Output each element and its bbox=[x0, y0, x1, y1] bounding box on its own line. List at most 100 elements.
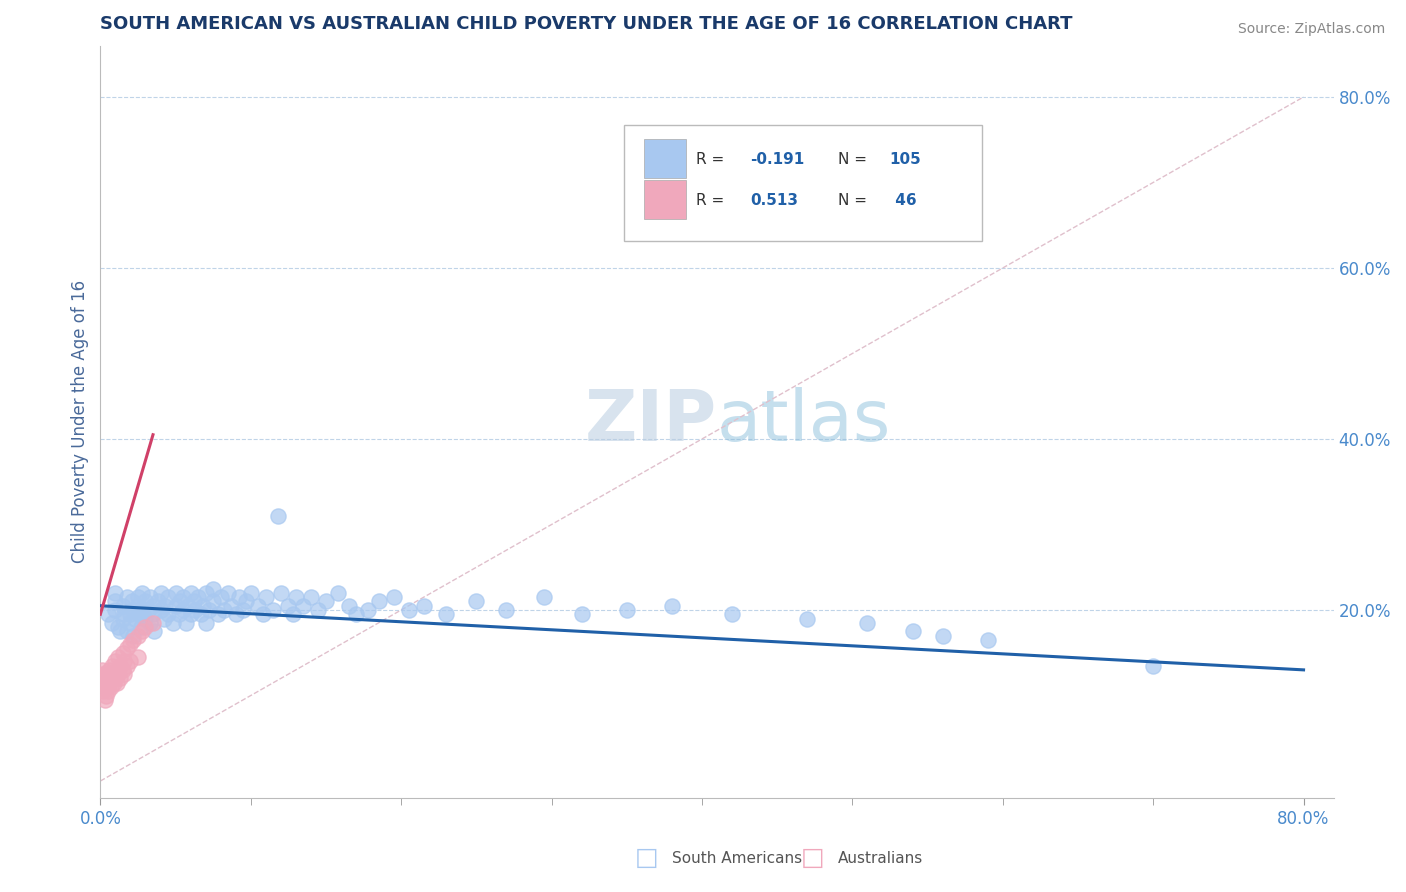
Point bbox=[202, 582, 225, 596]
Point bbox=[270, 586, 292, 600]
Text: SOUTH AMERICAN VS AUSTRALIAN CHILD POVERTY UNDER THE AGE OF 16 CORRELATION CHART: SOUTH AMERICAN VS AUSTRALIAN CHILD POVER… bbox=[100, 15, 1073, 33]
Point bbox=[108, 624, 131, 639]
Point bbox=[299, 590, 322, 604]
Point bbox=[225, 607, 247, 622]
Text: 0.513: 0.513 bbox=[751, 194, 799, 208]
Point bbox=[105, 675, 128, 690]
FancyBboxPatch shape bbox=[644, 139, 686, 178]
Point bbox=[174, 615, 197, 630]
Point bbox=[239, 586, 262, 600]
Point bbox=[152, 611, 174, 625]
Point bbox=[108, 658, 131, 673]
Point bbox=[209, 590, 232, 604]
Text: ZIP: ZIP bbox=[585, 387, 717, 457]
Point bbox=[180, 607, 202, 622]
Point bbox=[412, 599, 434, 613]
Point bbox=[129, 620, 152, 634]
Point bbox=[661, 599, 683, 613]
Point bbox=[104, 603, 127, 617]
Point bbox=[107, 650, 129, 665]
Point bbox=[616, 603, 638, 617]
Point bbox=[121, 594, 143, 608]
Text: N =: N = bbox=[838, 152, 872, 167]
Point bbox=[194, 615, 217, 630]
Point bbox=[100, 680, 122, 694]
Point bbox=[127, 590, 149, 604]
Point bbox=[111, 611, 134, 625]
Point bbox=[127, 650, 149, 665]
Point bbox=[571, 607, 593, 622]
Point bbox=[169, 594, 191, 608]
Text: South Americans: South Americans bbox=[672, 851, 803, 865]
Point bbox=[326, 586, 349, 600]
Point bbox=[98, 663, 121, 677]
Point bbox=[142, 599, 165, 613]
Text: Source: ZipAtlas.com: Source: ZipAtlas.com bbox=[1237, 22, 1385, 37]
Point bbox=[153, 599, 176, 613]
Point bbox=[162, 615, 184, 630]
Text: 105: 105 bbox=[890, 152, 921, 167]
Point bbox=[97, 684, 120, 698]
Point bbox=[122, 603, 145, 617]
Point bbox=[254, 590, 277, 604]
Point bbox=[117, 624, 139, 639]
Point bbox=[187, 590, 209, 604]
Point bbox=[97, 607, 120, 622]
Point bbox=[247, 599, 270, 613]
Point bbox=[190, 607, 212, 622]
Point bbox=[111, 599, 134, 613]
Point bbox=[96, 675, 118, 690]
Point bbox=[176, 599, 198, 613]
Point bbox=[101, 667, 124, 681]
Point bbox=[219, 599, 242, 613]
Point bbox=[382, 590, 405, 604]
Point bbox=[94, 667, 117, 681]
Point bbox=[217, 586, 239, 600]
Text: N =: N = bbox=[838, 194, 872, 208]
Point bbox=[112, 654, 135, 668]
Point bbox=[131, 586, 153, 600]
FancyBboxPatch shape bbox=[624, 125, 983, 242]
Point bbox=[131, 603, 153, 617]
Point bbox=[112, 607, 135, 622]
Point bbox=[128, 607, 150, 622]
Point bbox=[107, 667, 129, 681]
Point bbox=[191, 599, 214, 613]
Point bbox=[434, 607, 457, 622]
Point bbox=[117, 641, 139, 656]
Point bbox=[307, 603, 329, 617]
Point bbox=[977, 632, 1000, 647]
Point bbox=[93, 672, 115, 686]
Point bbox=[157, 607, 180, 622]
Text: R =: R = bbox=[696, 152, 730, 167]
Point bbox=[101, 658, 124, 673]
Text: Australians: Australians bbox=[838, 851, 924, 865]
Point bbox=[120, 654, 142, 668]
Point bbox=[277, 599, 299, 613]
Point bbox=[111, 663, 134, 677]
Point bbox=[143, 624, 166, 639]
Point bbox=[100, 672, 122, 686]
Point bbox=[1142, 658, 1164, 673]
Point bbox=[120, 607, 142, 622]
Point bbox=[90, 663, 112, 677]
Point bbox=[105, 663, 128, 677]
Point bbox=[96, 667, 118, 681]
FancyBboxPatch shape bbox=[644, 180, 686, 219]
Point bbox=[103, 667, 125, 681]
Point bbox=[111, 646, 134, 660]
Point bbox=[104, 672, 127, 686]
Point bbox=[172, 603, 194, 617]
Text: -0.191: -0.191 bbox=[751, 152, 804, 167]
Point bbox=[533, 590, 555, 604]
Point bbox=[721, 607, 744, 622]
Point bbox=[212, 603, 235, 617]
Point bbox=[117, 658, 139, 673]
Point bbox=[235, 594, 257, 608]
Point bbox=[94, 693, 117, 707]
Point bbox=[398, 603, 420, 617]
Point bbox=[93, 684, 115, 698]
Point bbox=[284, 590, 307, 604]
Point bbox=[337, 599, 360, 613]
Point bbox=[367, 594, 389, 608]
